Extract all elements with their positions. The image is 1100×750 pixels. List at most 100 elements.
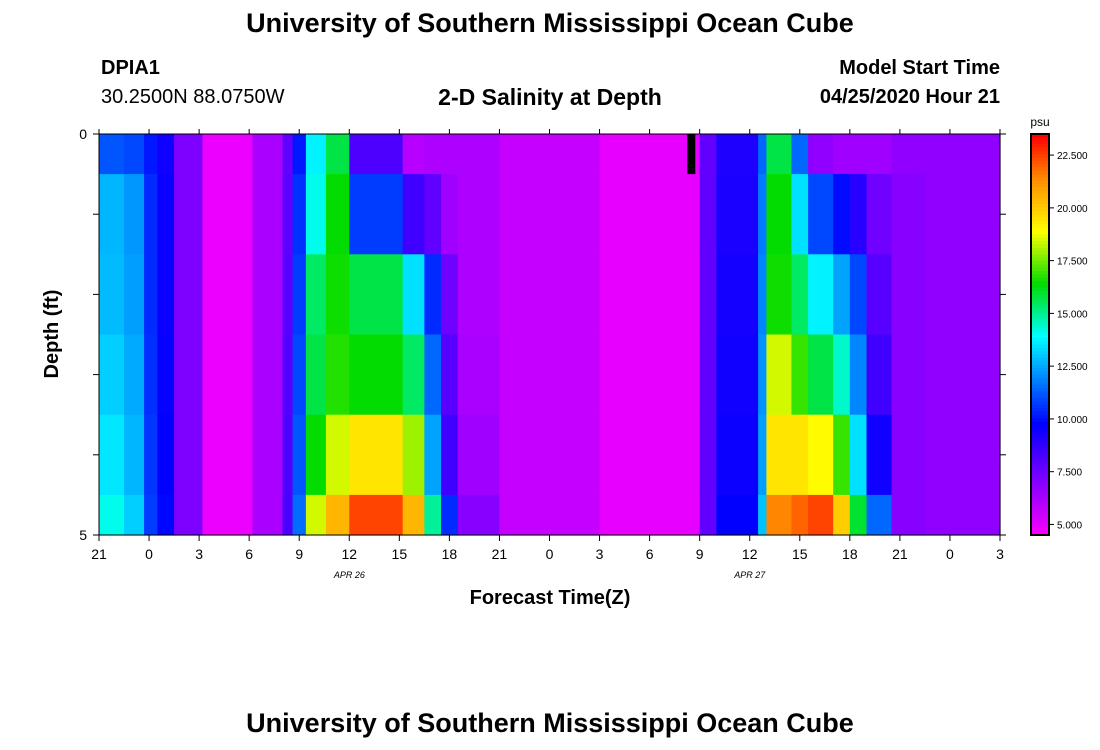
heatmap-cell bbox=[202, 174, 254, 255]
colorbar-swatch bbox=[1031, 451, 1049, 456]
heatmap-cell bbox=[202, 254, 254, 336]
heatmap-cell bbox=[866, 254, 893, 336]
heatmap-cell bbox=[891, 254, 926, 336]
colorbar-swatch bbox=[1031, 230, 1049, 235]
heatmap-cell bbox=[599, 494, 701, 536]
colorbar-swatch bbox=[1031, 164, 1049, 169]
heatmap-cell bbox=[99, 334, 125, 416]
colorbar-swatch bbox=[1031, 214, 1049, 219]
heatmap-cell bbox=[252, 134, 284, 175]
colorbar-swatch bbox=[1031, 448, 1049, 453]
x-axis-label: Forecast Time(Z) bbox=[470, 587, 631, 609]
heatmap-cell bbox=[305, 334, 327, 416]
heatmap-cell bbox=[325, 254, 350, 336]
colorbar-swatch bbox=[1031, 277, 1049, 282]
heatmap-cell bbox=[833, 414, 851, 496]
heatmap-cell bbox=[157, 414, 175, 496]
colorbar-swatch bbox=[1031, 397, 1049, 402]
heatmap-cell bbox=[758, 174, 767, 255]
colorbar-swatch bbox=[1031, 444, 1049, 449]
heatmap-cell bbox=[402, 334, 425, 416]
x-tick-label: 18 bbox=[842, 546, 858, 562]
colorbar-swatch bbox=[1031, 267, 1049, 272]
colorbar-swatch bbox=[1031, 508, 1049, 513]
heatmap-cell bbox=[866, 334, 893, 416]
colorbar-swatch bbox=[1031, 167, 1049, 172]
colorbar-tick-label: 7.500 bbox=[1057, 468, 1082, 479]
heatmap-cell bbox=[174, 414, 204, 496]
colorbar-swatch bbox=[1031, 524, 1049, 529]
heatmap-cell bbox=[349, 254, 404, 336]
heatmap-cell bbox=[457, 334, 501, 416]
model-start-value: 04/25/2020 Hour 21 bbox=[819, 86, 1000, 108]
y-tick-label: 0 bbox=[79, 126, 87, 142]
heatmap-cell bbox=[499, 494, 601, 536]
colorbar-swatch bbox=[1031, 364, 1049, 369]
heatmap-cell bbox=[833, 334, 851, 416]
heatmap-cell bbox=[866, 414, 893, 496]
colorbar-swatch bbox=[1031, 250, 1049, 255]
x-axis: 21 0 3 6 9 12 15 18 21 0 3 6 9 12 15 18 21 0 3 APR 26 APR 27 bbox=[91, 129, 1004, 580]
colorbar-swatch bbox=[1031, 387, 1049, 392]
x-tick-label: 15 bbox=[792, 546, 808, 562]
heatmap-cell bbox=[791, 414, 809, 496]
colorbar-frame bbox=[1030, 133, 1050, 536]
colorbar-swatch bbox=[1031, 331, 1049, 336]
heatmap-cell bbox=[599, 134, 701, 175]
model-start-label: Model Start Time bbox=[839, 57, 1000, 79]
heatmap-cell bbox=[99, 174, 125, 255]
heatmap-cell bbox=[891, 174, 926, 255]
heatmap-cell bbox=[157, 254, 175, 336]
heatmap-cell bbox=[292, 174, 307, 255]
heatmap-cell bbox=[924, 334, 1001, 416]
heatmap-cell bbox=[833, 134, 851, 175]
heatmap-cell bbox=[766, 414, 793, 496]
heatmap-cell bbox=[282, 494, 294, 536]
colorbar-swatch bbox=[1031, 514, 1049, 519]
heatmap-cell bbox=[791, 254, 809, 336]
colorbar-swatch bbox=[1031, 464, 1049, 469]
x-tick-label: 3 bbox=[596, 546, 604, 562]
colorbar-swatch bbox=[1031, 498, 1049, 503]
colorbar-swatch bbox=[1031, 190, 1049, 195]
heatmap-cell bbox=[808, 334, 834, 416]
heatmap-cell bbox=[292, 254, 307, 336]
heatmap-cell bbox=[924, 494, 1001, 536]
colorbar-swatch bbox=[1031, 180, 1049, 185]
heatmap-cell bbox=[457, 254, 501, 336]
colorbar-swatch bbox=[1031, 458, 1049, 463]
heatmap-cell bbox=[349, 134, 404, 175]
heatmap-cell bbox=[325, 174, 350, 255]
colorbar-swatch bbox=[1031, 361, 1049, 366]
colorbar-swatch bbox=[1031, 468, 1049, 473]
heatmap-cell bbox=[282, 254, 294, 336]
colorbar-swatch bbox=[1031, 454, 1049, 459]
colorbar-swatch bbox=[1031, 307, 1049, 312]
heatmap-cell bbox=[349, 494, 404, 536]
heatmap-cell bbox=[699, 494, 717, 536]
heatmap-cell bbox=[282, 134, 294, 175]
colorbar-swatch bbox=[1031, 504, 1049, 509]
heatmap-cell bbox=[144, 254, 158, 336]
x-tick-label: 12 bbox=[341, 546, 357, 562]
heatmap-cell bbox=[424, 414, 442, 496]
heatmap-cell bbox=[402, 254, 425, 336]
colorbar-swatch bbox=[1031, 247, 1049, 252]
heatmap-cell bbox=[499, 254, 601, 336]
heatmap-cell bbox=[833, 254, 851, 336]
colorbar-swatch bbox=[1031, 434, 1049, 439]
missing-data-marker bbox=[687, 134, 696, 175]
heatmap-cell bbox=[791, 174, 809, 255]
colorbar-swatch bbox=[1031, 317, 1049, 322]
colorbar-swatch bbox=[1031, 287, 1049, 292]
colorbar: 5.000 7.500 10.000 12.500 15.000 17.500 20.000… bbox=[1030, 133, 1088, 536]
heatmap-cell bbox=[325, 494, 350, 536]
heatmap-cell bbox=[202, 414, 254, 496]
colorbar-swatch bbox=[1031, 184, 1049, 189]
x-date-label: APR 27 bbox=[733, 570, 766, 580]
colorbar-swatch bbox=[1031, 474, 1049, 479]
colorbar-swatch bbox=[1031, 257, 1049, 262]
colorbar-swatch bbox=[1031, 401, 1049, 406]
heatmap-cell bbox=[441, 414, 459, 496]
x-tick-label: 18 bbox=[442, 546, 458, 562]
